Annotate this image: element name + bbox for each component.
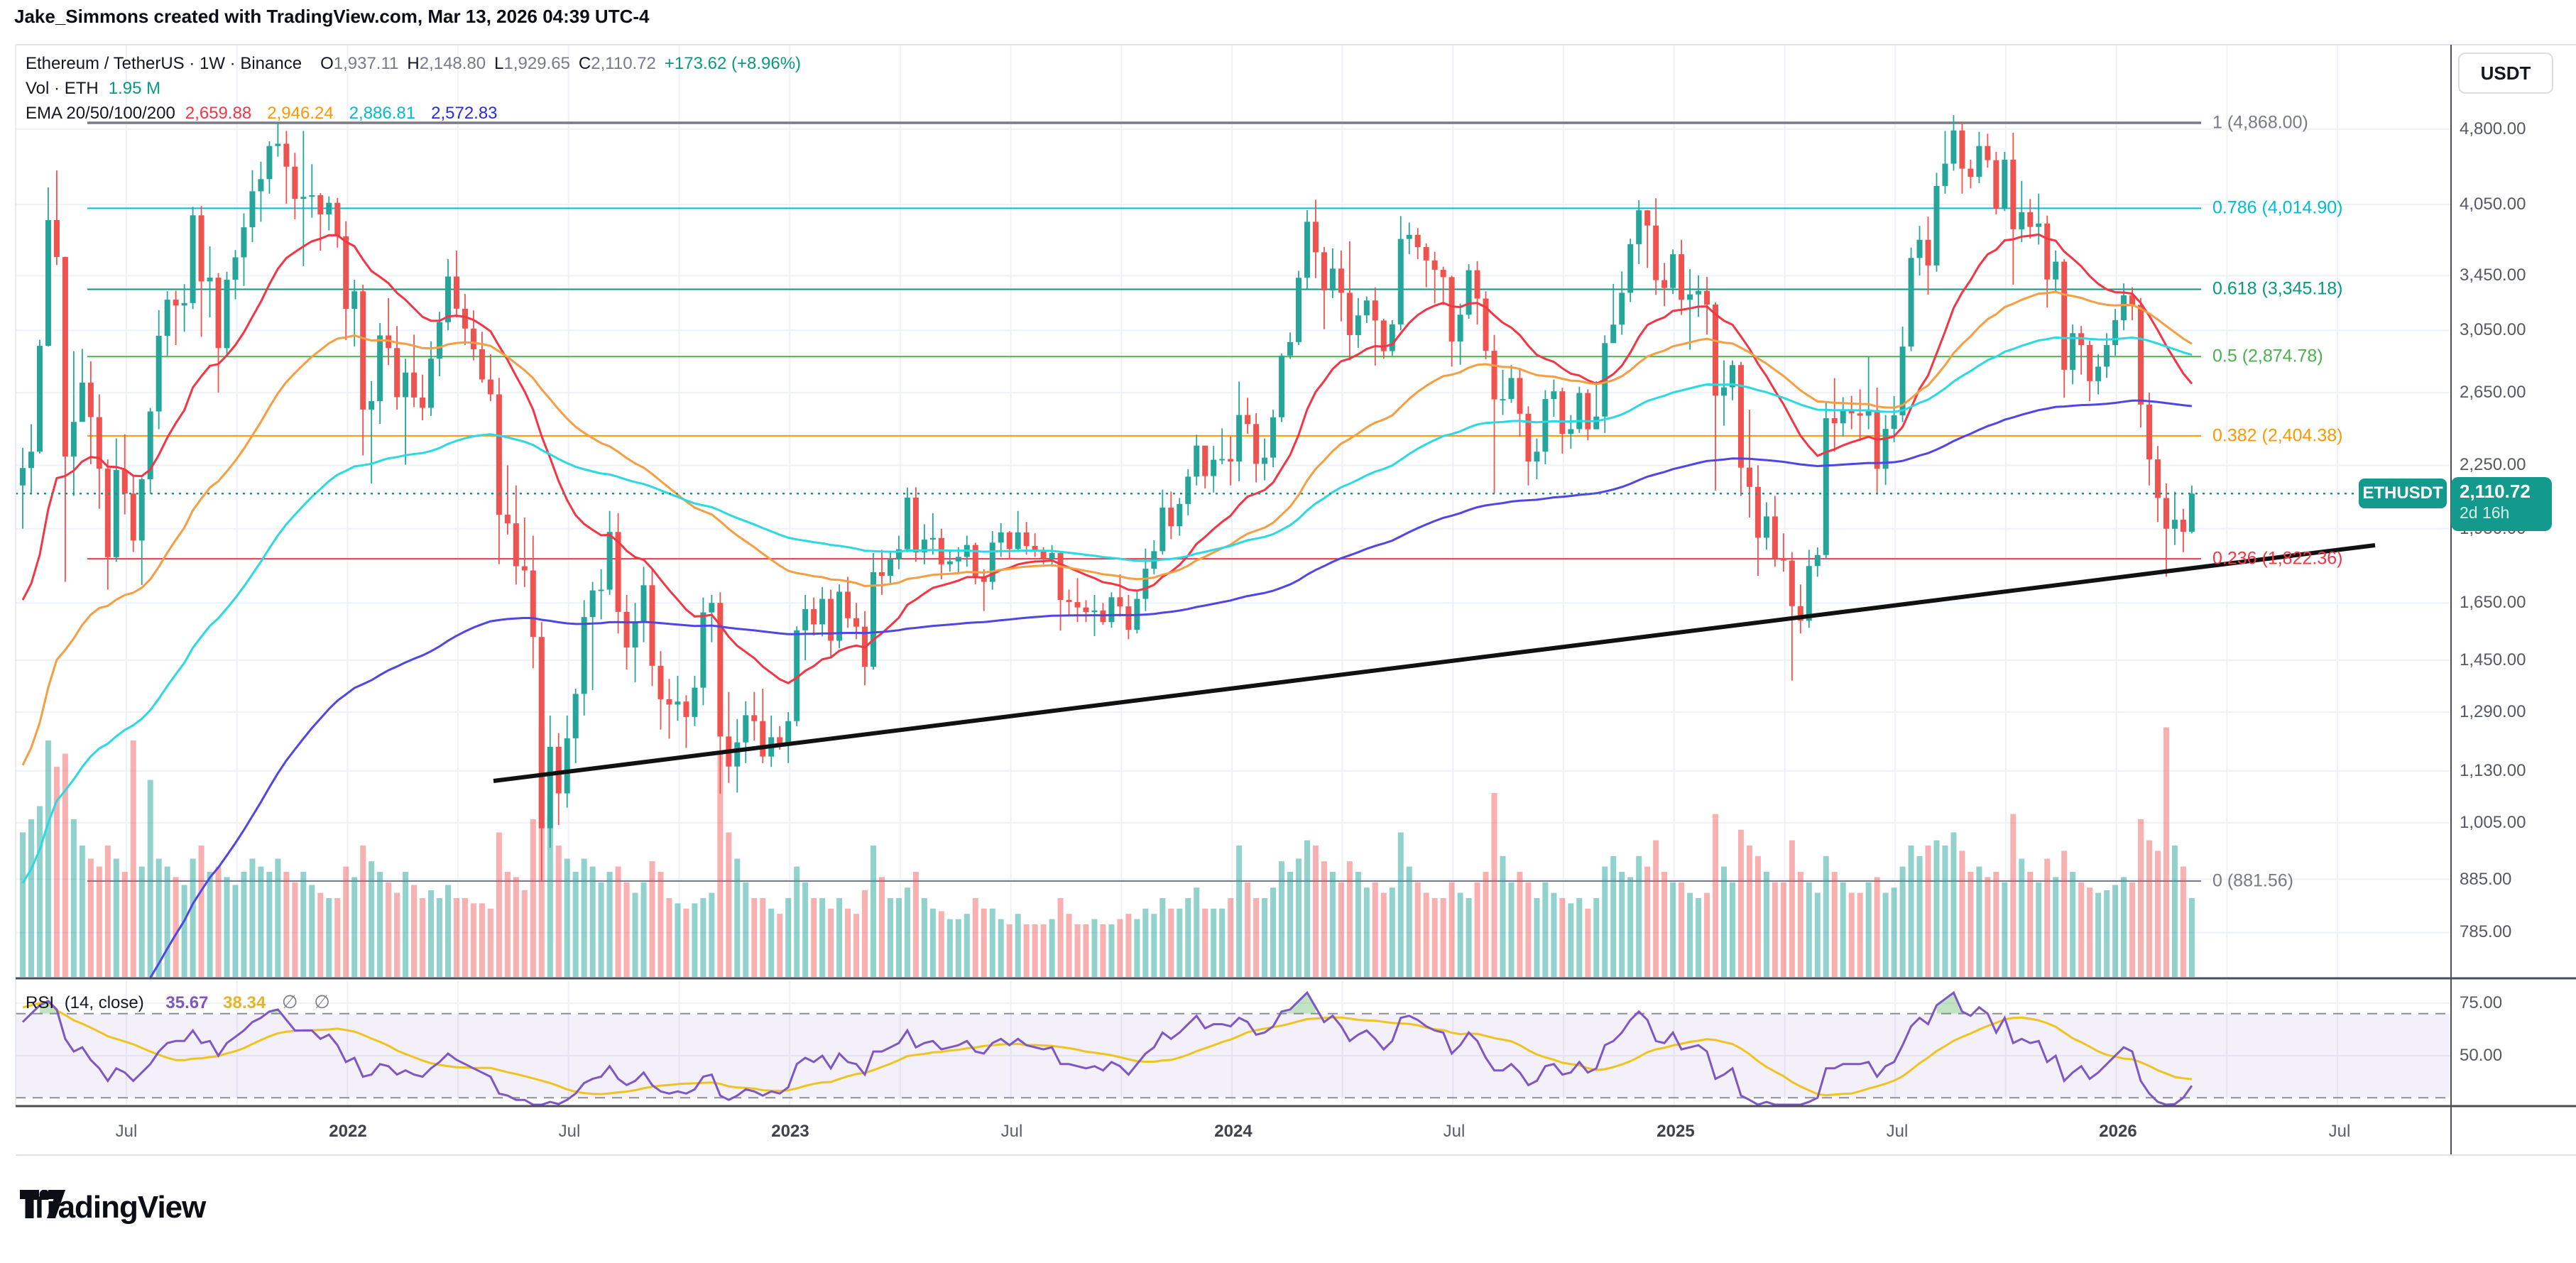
fib-label-0.618: 0.618 (3,345.18) — [2212, 278, 2343, 299]
ema-value-100: 2,886.81 — [349, 104, 416, 123]
last-price-axis-box: 2,110.72 2d 16h — [2451, 477, 2552, 531]
rsi-band — [16, 1012, 2451, 1099]
ohlc-key: L — [494, 54, 504, 73]
ema-lines — [21, 233, 2193, 978]
rsi-line — [21, 990, 2193, 1106]
tradingview-logo-icon — [20, 1190, 65, 1218]
ema-200-line — [148, 399, 2193, 978]
rsi-tick-label: 75.00 — [2460, 993, 2503, 1012]
price-tick-label: 1,650.00 — [2460, 593, 2526, 613]
rsi-params: (14, close) — [64, 993, 144, 1012]
ema-value-20: 2,659.88 — [185, 104, 252, 123]
time-axis-label: Jul — [115, 1122, 138, 1141]
rsi-ma-value: 38.34 — [223, 993, 266, 1012]
ohlc-values: O1,937.11 H2,148.80 L1,929.65 C2,110.72 — [312, 54, 656, 73]
price-tick-label: 2,250.00 — [2460, 455, 2526, 475]
rsi-legend-row[interactable]: RSI (14, close) 35.67 38.34 ∅ ∅ — [26, 991, 330, 1013]
ohlc-value: 2,148.80 — [419, 54, 486, 73]
ema-values: 2,659.88 2,946.24 2,886.81 2,572.83 — [185, 104, 513, 123]
last-price-symbol-badge: ETHUSDT — [2359, 479, 2447, 508]
time-axis-label: 2022 — [329, 1122, 367, 1141]
volume-label: Vol · ETH — [26, 79, 99, 98]
ohlc-value: 2,110.72 — [591, 54, 656, 73]
price-tick-label: 4,050.00 — [2460, 194, 2526, 214]
ema-50-line — [21, 290, 2193, 766]
support-trendline[interactable] — [493, 543, 2376, 783]
price-tick-label: 1,130.00 — [2460, 760, 2526, 780]
ohlc-key: C — [578, 54, 591, 73]
fib-label-0.786: 0.786 (4,014.90) — [2212, 197, 2343, 218]
time-axis-label: 2025 — [1657, 1122, 1695, 1141]
symbol-legend-row[interactable]: Ethereum / TetherUS · 1W · Binance O1,937… — [26, 54, 801, 74]
ema-value-200: 2,572.83 — [431, 104, 498, 123]
time-axis-label: Jul — [558, 1122, 581, 1141]
tradingview-logo[interactable]: TradingView — [20, 1190, 206, 1225]
time-axis-label: Jul — [1000, 1122, 1023, 1141]
fib-label-0.5: 0.5 (2,874.78) — [2212, 346, 2323, 366]
rsi-label: RSI — [26, 993, 55, 1012]
volume-legend-row[interactable]: Vol · ETH 1.95 M — [26, 79, 160, 99]
fib-label-0.382: 0.382 (2,404.38) — [2212, 425, 2343, 446]
fib-retracement-lines[interactable] — [87, 121, 2201, 882]
ohlc-key: H — [407, 54, 420, 73]
ema-label: EMA 20/50/100/200 — [26, 104, 175, 123]
rsi-ma-line — [22, 1000, 2193, 1097]
price-tick-label: 885.00 — [2460, 869, 2512, 889]
candles — [20, 115, 2195, 881]
time-axis-label: 2026 — [2099, 1122, 2137, 1141]
rsi-plot — [21, 990, 2193, 1106]
gridlines — [16, 45, 2451, 1106]
time-axis-label: Jul — [1886, 1122, 1909, 1141]
volume-bars — [20, 727, 2195, 977]
fib-label-1: 1 (4,868.00) — [2212, 112, 2308, 133]
attribution-text: Jake_Simmons created with TradingView.co… — [14, 6, 650, 27]
price-tick-label: 1,290.00 — [2460, 702, 2526, 722]
currency-toggle-button[interactable]: USDT — [2458, 53, 2553, 94]
rsi-tick-label: 50.00 — [2460, 1046, 2503, 1065]
price-tick-label: 3,450.00 — [2460, 266, 2526, 285]
price-tick-label: 4,800.00 — [2460, 119, 2526, 138]
ohlc-value: 1,929.65 — [503, 54, 570, 73]
fib-label-0.236: 0.236 (1,822.36) — [2212, 548, 2343, 569]
ema-20-line — [21, 233, 2193, 684]
symbol-title: Ethereum / TetherUS · 1W · Binance — [26, 54, 302, 73]
price-tick-label: 3,050.00 — [2460, 320, 2526, 340]
pane-frame — [15, 44, 2576, 1156]
candle-countdown: 2d 16h — [2460, 503, 2510, 522]
rsi-upper-band-empty-icon: ∅ — [281, 991, 298, 1012]
ema-100-line — [21, 336, 2193, 884]
price-tick-label: 1,005.00 — [2460, 813, 2526, 833]
ema-value-50: 2,946.24 — [267, 104, 334, 123]
price-tick-label: 1,450.00 — [2460, 650, 2526, 669]
time-axis-label: Jul — [2328, 1122, 2351, 1141]
fib-label-0: 0 (881.56) — [2212, 870, 2293, 891]
rsi-value: 35.67 — [165, 993, 209, 1012]
time-axis-label: 2024 — [1214, 1122, 1252, 1141]
ema-legend-row[interactable]: EMA 20/50/100/200 2,659.88 2,946.24 2,886.8… — [26, 104, 513, 124]
last-price-value: 2,110.72 — [2460, 481, 2531, 502]
price-tick-label: 2,650.00 — [2460, 383, 2526, 403]
ohlc-value: 1,937.11 — [333, 54, 399, 73]
volume-value: 1.95 M — [108, 79, 161, 98]
change-value: +173.62 (+8.96%) — [664, 54, 802, 73]
ohlc-key: O — [320, 54, 334, 73]
time-axis-label: 2023 — [771, 1122, 809, 1141]
price-tick-label: 785.00 — [2460, 922, 2512, 942]
rsi-lower-band-empty-icon: ∅ — [314, 991, 330, 1012]
time-axis-label: Jul — [1443, 1122, 1466, 1141]
